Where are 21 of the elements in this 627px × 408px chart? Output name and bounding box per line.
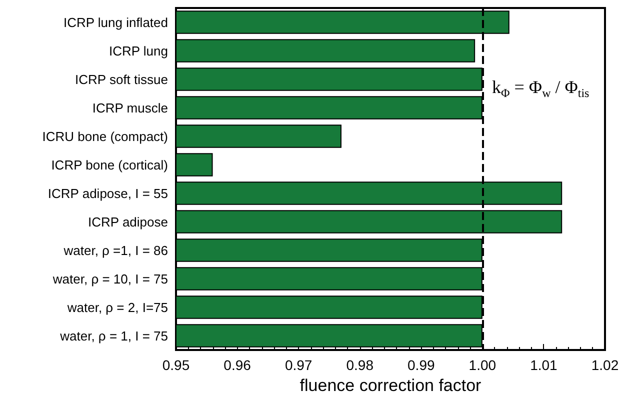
y-tick-label: ICRP bone (cortical) [51,157,168,172]
y-tick-label: ICRP lung inflated [63,14,168,30]
x-tick-label: 0.99 [408,357,435,373]
y-tick-label: ICRP adipose [88,214,168,230]
y-tick-label: ICRP lung [108,43,168,58]
y-tick-label: ICRP muscle [92,100,168,116]
x-tick-label: 1.02 [591,357,619,373]
x-tick-label: 0.98 [346,357,374,373]
y-tick-label: water, ρ = 1, I = 75 [59,328,168,344]
y-tick-label: ICRU bone (compact) [42,128,168,144]
y-tick-label: water, ρ = 10, I = 75 [52,271,168,286]
x-tick-label: 1.01 [530,357,558,373]
x-axis-title: fluence correction factor [300,376,482,395]
y-tick-label: water, ρ = 2, I=75 [66,300,168,315]
y-tick-label: ICRP adipose, I = 55 [48,186,168,201]
y-tick-label: ICRP soft tissue [75,72,168,87]
x-tick-label: 0.95 [162,357,190,373]
x-tick-label: 1.00 [468,357,496,373]
x-tick-label: 0.97 [284,357,312,373]
x-tick-label: 0.96 [224,357,252,373]
y-tick-label: water, ρ =1, I = 86 [62,242,168,258]
